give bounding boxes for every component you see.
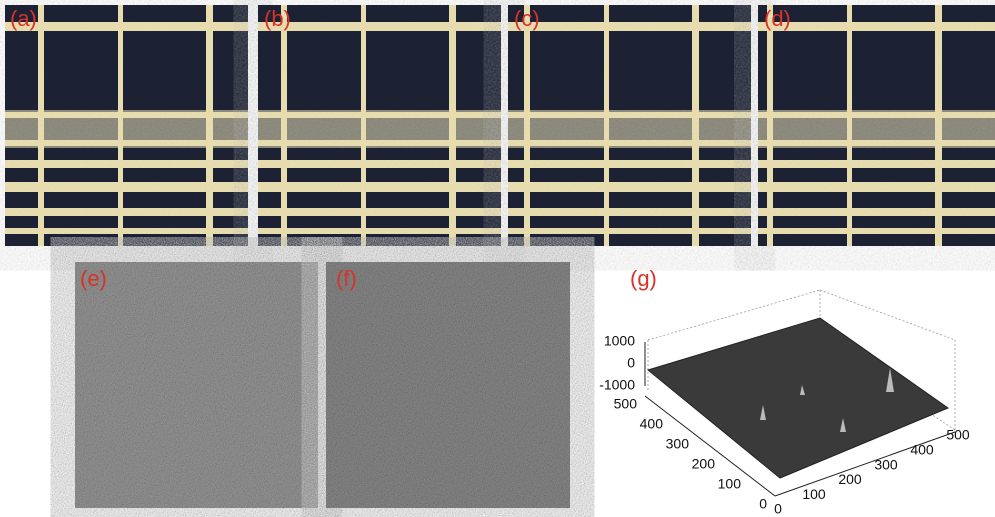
panel-label: (g) xyxy=(630,266,657,291)
y-tick-label: 300 xyxy=(666,436,690,452)
grey-image xyxy=(326,262,570,508)
y-tick-label: 100 xyxy=(718,476,742,492)
grey-image xyxy=(75,262,318,508)
photo xyxy=(5,5,248,246)
z-tick-label: 0 xyxy=(627,355,635,371)
panel-label: (a) xyxy=(10,6,37,31)
y-tick-label: 200 xyxy=(692,456,716,472)
surface xyxy=(648,318,948,478)
panel-label: (d) xyxy=(764,6,791,31)
panel-label: (c) xyxy=(514,6,540,31)
y-tick-label: 500 xyxy=(614,396,638,412)
x-tick-label: 500 xyxy=(946,427,970,443)
photo xyxy=(758,5,995,246)
photo-row xyxy=(5,5,995,246)
panel-label: (e) xyxy=(80,266,107,291)
y-tick-label: 0 xyxy=(759,496,767,512)
x-tick-label: 0 xyxy=(774,501,782,517)
z-tick-label: -1000 xyxy=(599,377,635,393)
x-tick-label: 300 xyxy=(874,456,898,472)
y-tick-label: 400 xyxy=(640,416,664,432)
x-tick-label: 400 xyxy=(910,442,934,458)
panel-label: (b) xyxy=(264,6,291,31)
z-tick-label: 1000 xyxy=(604,333,635,349)
photo xyxy=(258,5,501,246)
x-tick-label: 200 xyxy=(838,471,862,487)
x-tick-label: 100 xyxy=(802,486,826,502)
photo xyxy=(508,5,751,246)
panel-label: (f) xyxy=(336,266,357,291)
figure: (a)(b)(c)(d)(e)(f)(g)10000-1000500400300… xyxy=(0,0,995,517)
